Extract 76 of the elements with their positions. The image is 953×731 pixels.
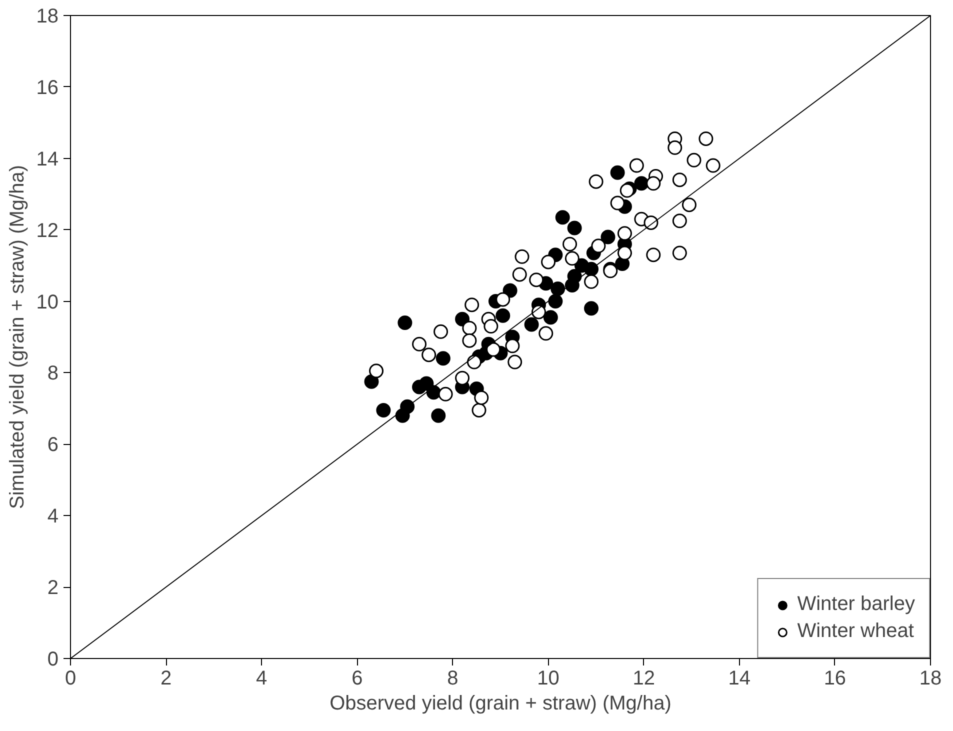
point xyxy=(376,402,391,418)
point xyxy=(412,336,427,352)
point xyxy=(617,246,632,260)
x-axis-title: Observed yield (grain + straw) (Mg/ha) xyxy=(330,692,672,714)
point xyxy=(431,408,446,423)
point xyxy=(591,238,606,254)
point xyxy=(672,214,687,228)
y-tick-label: 16 xyxy=(36,76,59,99)
point xyxy=(486,342,501,357)
point xyxy=(562,236,578,252)
point xyxy=(508,354,522,370)
point xyxy=(436,351,450,366)
point xyxy=(555,210,570,225)
y-tick-label: 4 xyxy=(47,506,58,528)
point xyxy=(512,267,527,282)
point xyxy=(620,183,634,198)
x-tick-label: 0 xyxy=(64,668,76,690)
y-tick-label: 6 xyxy=(47,434,58,456)
point xyxy=(529,272,544,288)
x-tick-label: 2 xyxy=(160,668,172,690)
point xyxy=(364,374,379,389)
point xyxy=(584,301,599,316)
point xyxy=(455,370,470,386)
point xyxy=(646,176,661,191)
y-tick-label: 12 xyxy=(36,220,59,242)
point xyxy=(514,249,530,264)
point xyxy=(531,304,546,320)
point xyxy=(629,158,644,173)
x-tick-label: 4 xyxy=(256,668,268,690)
point xyxy=(672,246,687,260)
point xyxy=(610,196,625,210)
point xyxy=(567,220,582,236)
x-tick-label: 8 xyxy=(447,668,458,690)
legend-label: Winter wheat xyxy=(797,620,914,643)
point xyxy=(422,348,436,362)
point xyxy=(698,132,714,146)
point xyxy=(505,338,520,354)
point xyxy=(466,354,482,370)
point xyxy=(617,226,632,241)
point xyxy=(588,174,604,189)
point xyxy=(496,308,510,323)
y-tick-label: 0 xyxy=(47,648,58,670)
point xyxy=(400,399,415,414)
x-tick-label: 16 xyxy=(824,668,846,690)
point xyxy=(464,298,480,312)
x-tick-label: 14 xyxy=(728,668,751,690)
point xyxy=(496,292,510,307)
y-tick-label: 2 xyxy=(47,577,58,600)
point xyxy=(706,158,720,173)
point xyxy=(610,165,625,180)
legend-label: Winter barley xyxy=(797,593,915,616)
point xyxy=(600,230,616,244)
y-tick-label: 10 xyxy=(36,291,59,314)
x-tick-label: 18 xyxy=(919,668,942,690)
point xyxy=(646,248,661,262)
point xyxy=(550,282,566,296)
point xyxy=(668,140,682,155)
point xyxy=(644,215,658,230)
y-tick-label: 14 xyxy=(36,148,59,170)
point xyxy=(455,312,470,326)
point xyxy=(541,254,556,270)
y-axis-title: Simulated yield (grain + straw) (Mg/ha) xyxy=(6,164,28,510)
point xyxy=(538,326,554,341)
x-tick-label: 6 xyxy=(352,668,363,690)
point xyxy=(543,310,558,325)
point xyxy=(484,319,498,334)
y-tick-label: 8 xyxy=(47,362,58,385)
y-tick-label: 18 xyxy=(36,6,59,28)
point xyxy=(398,315,412,330)
point xyxy=(686,152,702,168)
point xyxy=(434,324,448,339)
point xyxy=(672,172,687,188)
point xyxy=(634,176,649,191)
x-tick-label: 10 xyxy=(537,668,560,690)
x-tick-label: 12 xyxy=(632,668,655,690)
point xyxy=(524,317,539,332)
